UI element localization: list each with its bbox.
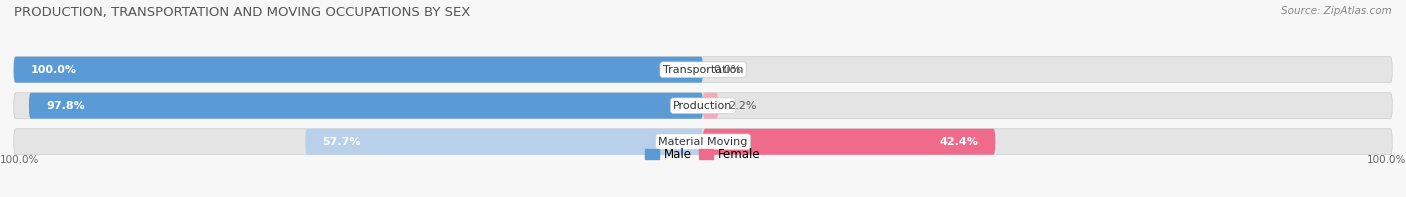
Text: 0.0%: 0.0% xyxy=(713,65,741,75)
FancyBboxPatch shape xyxy=(14,93,1392,119)
FancyBboxPatch shape xyxy=(30,93,703,119)
FancyBboxPatch shape xyxy=(14,129,1392,155)
Text: 100.0%: 100.0% xyxy=(31,65,77,75)
Text: 97.8%: 97.8% xyxy=(46,101,84,111)
Text: 42.4%: 42.4% xyxy=(939,137,979,147)
Text: 57.7%: 57.7% xyxy=(322,137,361,147)
Text: Source: ZipAtlas.com: Source: ZipAtlas.com xyxy=(1281,6,1392,16)
Text: Production: Production xyxy=(673,101,733,111)
Text: 100.0%: 100.0% xyxy=(1367,155,1406,165)
Text: 2.2%: 2.2% xyxy=(728,101,756,111)
FancyBboxPatch shape xyxy=(305,129,703,155)
FancyBboxPatch shape xyxy=(14,57,703,83)
Text: Transportation: Transportation xyxy=(662,65,744,75)
Text: Material Moving: Material Moving xyxy=(658,137,748,147)
Text: PRODUCTION, TRANSPORTATION AND MOVING OCCUPATIONS BY SEX: PRODUCTION, TRANSPORTATION AND MOVING OC… xyxy=(14,6,471,19)
FancyBboxPatch shape xyxy=(703,93,718,119)
FancyBboxPatch shape xyxy=(703,129,995,155)
Text: 100.0%: 100.0% xyxy=(0,155,39,165)
FancyBboxPatch shape xyxy=(14,57,1392,83)
Legend: Male, Female: Male, Female xyxy=(641,143,765,166)
